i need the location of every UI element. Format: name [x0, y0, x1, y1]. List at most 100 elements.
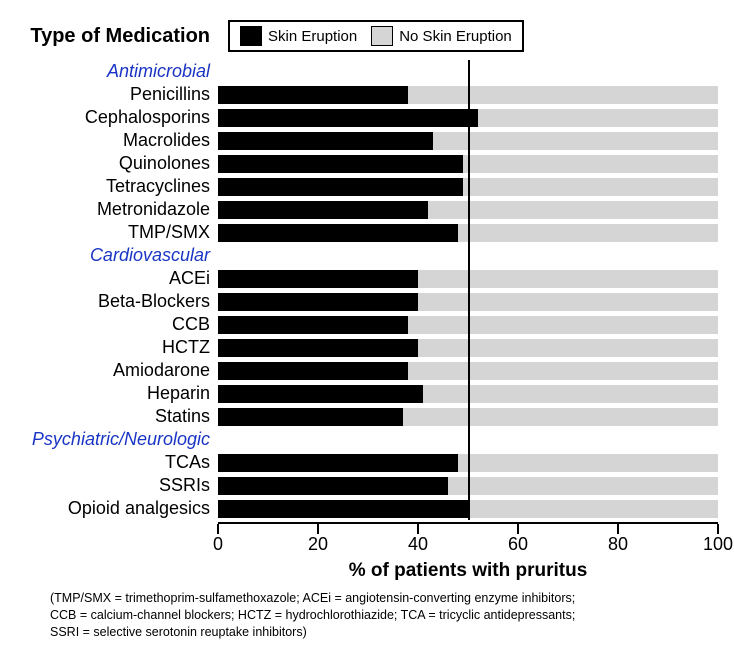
medication-label: HCTZ [20, 337, 218, 358]
legend-item: No Skin Eruption [371, 26, 512, 46]
medication-label: Cephalosporins [20, 107, 218, 128]
bar-segment-eruption [218, 224, 458, 242]
bar-segment-eruption [218, 408, 403, 426]
plot-area [218, 451, 718, 474]
bar-segment-no-eruption [418, 293, 718, 311]
bar [218, 316, 718, 334]
x-axis-row: 020406080100 [20, 522, 720, 560]
chart-header: Type of Medication Skin Eruption No Skin … [20, 20, 720, 52]
bar [218, 500, 718, 518]
bar-segment-eruption [218, 477, 448, 495]
bar-segment-eruption [218, 339, 418, 357]
medication-label: Tetracyclines [20, 176, 218, 197]
footnote: (TMP/SMX = trimethoprim-sulfamethoxazole… [50, 590, 720, 641]
plot-area [218, 336, 718, 359]
plot-area [218, 267, 718, 290]
group-row: Cardiovascular [20, 244, 720, 267]
medication-label: CCB [20, 314, 218, 335]
legend-item: Skin Eruption [240, 26, 357, 46]
medication-label: Beta-Blockers [20, 291, 218, 312]
plot-area [218, 382, 718, 405]
plot-area [218, 244, 718, 267]
bar-segment-no-eruption [408, 316, 718, 334]
plot-area [218, 129, 718, 152]
bar-segment-eruption [218, 86, 408, 104]
bar-row: HCTZ [20, 336, 720, 359]
axis-tick [517, 524, 519, 534]
medication-label: TMP/SMX [20, 222, 218, 243]
bar-row: Cephalosporins [20, 106, 720, 129]
plot-area [218, 497, 718, 520]
plot-area [218, 474, 718, 497]
bar-segment-eruption [218, 178, 463, 196]
bar-row: Quinolones [20, 152, 720, 175]
bar-segment-no-eruption [428, 201, 718, 219]
bar [218, 224, 718, 242]
bar-segment-no-eruption [423, 385, 718, 403]
bar-segment-eruption [218, 362, 408, 380]
axis-tick [317, 524, 319, 534]
plot-area [218, 198, 718, 221]
group-row: Psychiatric/Neurologic [20, 428, 720, 451]
bar-segment-eruption [218, 316, 408, 334]
medication-label: ACEi [20, 268, 218, 289]
bar-row: CCB [20, 313, 720, 336]
group-label: Antimicrobial [20, 61, 218, 82]
bar-segment-eruption [218, 454, 458, 472]
bar [218, 408, 718, 426]
bar-row: Metronidazole [20, 198, 720, 221]
plot-area [218, 175, 718, 198]
bar-segment-no-eruption [463, 178, 718, 196]
bar-segment-no-eruption [458, 224, 718, 242]
bar-segment-no-eruption [403, 408, 718, 426]
bar [218, 201, 718, 219]
y-axis-title: Type of Medication [20, 25, 218, 48]
bar-segment-no-eruption [408, 362, 718, 380]
medication-label: Quinolones [20, 153, 218, 174]
plot-area [218, 60, 718, 83]
bar-segment-eruption [218, 385, 423, 403]
bar-row: Beta-Blockers [20, 290, 720, 313]
bar [218, 477, 718, 495]
bar [218, 385, 718, 403]
axis-tick-label: 100 [703, 534, 733, 555]
bar-row: TCAs [20, 451, 720, 474]
bar-segment-eruption [218, 109, 478, 127]
medication-label: SSRIs [20, 475, 218, 496]
axis-tick-label: 0 [213, 534, 223, 555]
medication-label: Amiodarone [20, 360, 218, 381]
bar-row: Statins [20, 405, 720, 428]
axis-tick [617, 524, 619, 534]
bar-segment-no-eruption [448, 477, 718, 495]
axis-tick-label: 20 [308, 534, 328, 555]
bar [218, 270, 718, 288]
legend: Skin Eruption No Skin Eruption [228, 20, 524, 52]
plot-body: AntimicrobialPenicillinsCephalosporinsMa… [20, 60, 720, 520]
bar-segment-no-eruption [468, 500, 718, 518]
bar [218, 86, 718, 104]
bar [218, 362, 718, 380]
legend-label: Skin Eruption [268, 28, 357, 45]
group-row: Antimicrobial [20, 60, 720, 83]
axis-tick [717, 524, 719, 534]
legend-swatch [371, 26, 393, 46]
plot-area [218, 313, 718, 336]
medication-label: Opioid analgesics [20, 498, 218, 519]
bar-segment-no-eruption [433, 132, 718, 150]
bar [218, 454, 718, 472]
plot-area [218, 359, 718, 382]
bar-segment-eruption [218, 155, 463, 173]
medication-label: TCAs [20, 452, 218, 473]
bar-row: Amiodarone [20, 359, 720, 382]
bar-segment-eruption [218, 201, 428, 219]
medication-chart: Type of Medication Skin Eruption No Skin … [20, 20, 720, 641]
axis-tick [417, 524, 419, 534]
bar-segment-no-eruption [418, 270, 718, 288]
group-label: Cardiovascular [20, 245, 218, 266]
bar-segment-eruption [218, 132, 433, 150]
axis-tick [217, 524, 219, 534]
medication-label: Statins [20, 406, 218, 427]
medication-label: Macrolides [20, 130, 218, 151]
x-axis: 020406080100 [218, 522, 718, 560]
plot-area [218, 221, 718, 244]
